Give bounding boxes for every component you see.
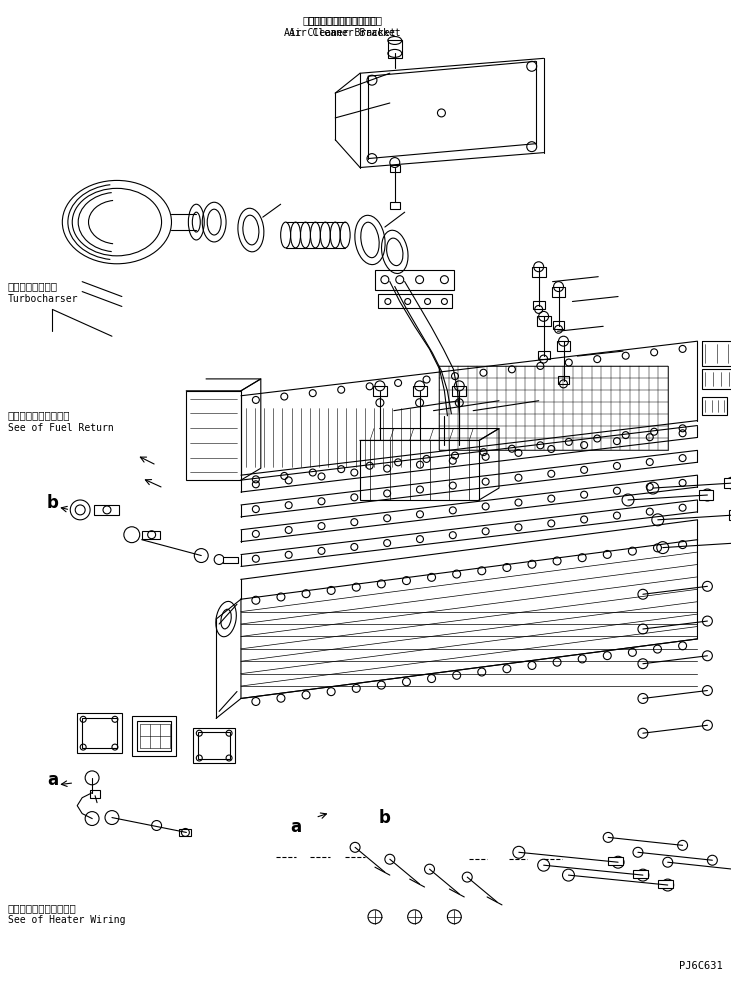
Bar — [179, 829, 192, 836]
Bar — [551, 286, 565, 296]
Bar — [452, 386, 466, 396]
Text: Air Cleaner Bracket: Air Cleaner Bracket — [289, 28, 401, 38]
Bar — [132, 717, 176, 756]
Text: See of Fuel Return: See of Fuel Return — [8, 422, 114, 432]
Bar — [702, 369, 733, 389]
Bar — [558, 376, 570, 384]
Text: b: b — [46, 494, 58, 512]
Bar — [198, 733, 230, 759]
Bar — [77, 714, 122, 753]
Text: ターボチャージャ: ターボチャージャ — [8, 281, 58, 291]
Bar — [702, 397, 727, 414]
Bar — [538, 351, 550, 359]
Bar — [533, 301, 545, 309]
Bar — [373, 386, 387, 396]
Text: フュエルリターン参照: フュエルリターン参照 — [8, 411, 70, 420]
Bar — [440, 366, 668, 450]
Bar — [193, 729, 235, 763]
Bar — [724, 478, 734, 488]
Bar — [94, 505, 119, 515]
Bar — [375, 269, 454, 289]
Bar — [390, 165, 400, 173]
Bar — [531, 266, 545, 276]
Text: エアークリーナブラケット: エアークリーナブラケット — [308, 16, 382, 26]
Bar — [633, 870, 648, 878]
Bar — [390, 202, 400, 209]
Bar — [608, 857, 623, 865]
Bar — [388, 41, 401, 59]
Bar — [556, 341, 570, 351]
Text: Turbocharser: Turbocharser — [8, 293, 79, 303]
Bar — [360, 440, 479, 500]
Bar — [142, 531, 159, 539]
Bar — [378, 293, 452, 308]
Bar — [186, 391, 241, 480]
Bar — [537, 316, 550, 326]
Bar — [730, 510, 734, 520]
Text: a: a — [290, 818, 301, 837]
Bar — [223, 557, 238, 564]
Bar — [90, 790, 100, 798]
Bar — [658, 880, 672, 888]
Bar — [413, 386, 426, 396]
Bar — [553, 321, 564, 329]
Text: Air Cleaner Bracket: Air Cleaner Bracket — [284, 28, 396, 38]
Bar — [137, 722, 172, 751]
Bar — [82, 719, 117, 748]
Text: a: a — [47, 770, 58, 789]
Bar — [700, 490, 713, 500]
Text: b: b — [379, 808, 390, 827]
Bar — [702, 341, 734, 366]
Text: ヒータワイヤリング参照: ヒータワイヤリング参照 — [8, 903, 76, 912]
Text: PJ6C631: PJ6C631 — [678, 961, 722, 971]
Text: エアークリーナブラケット: エアークリーナブラケット — [302, 16, 378, 26]
Polygon shape — [241, 520, 697, 599]
Text: See of Heater Wiring: See of Heater Wiring — [8, 914, 126, 924]
